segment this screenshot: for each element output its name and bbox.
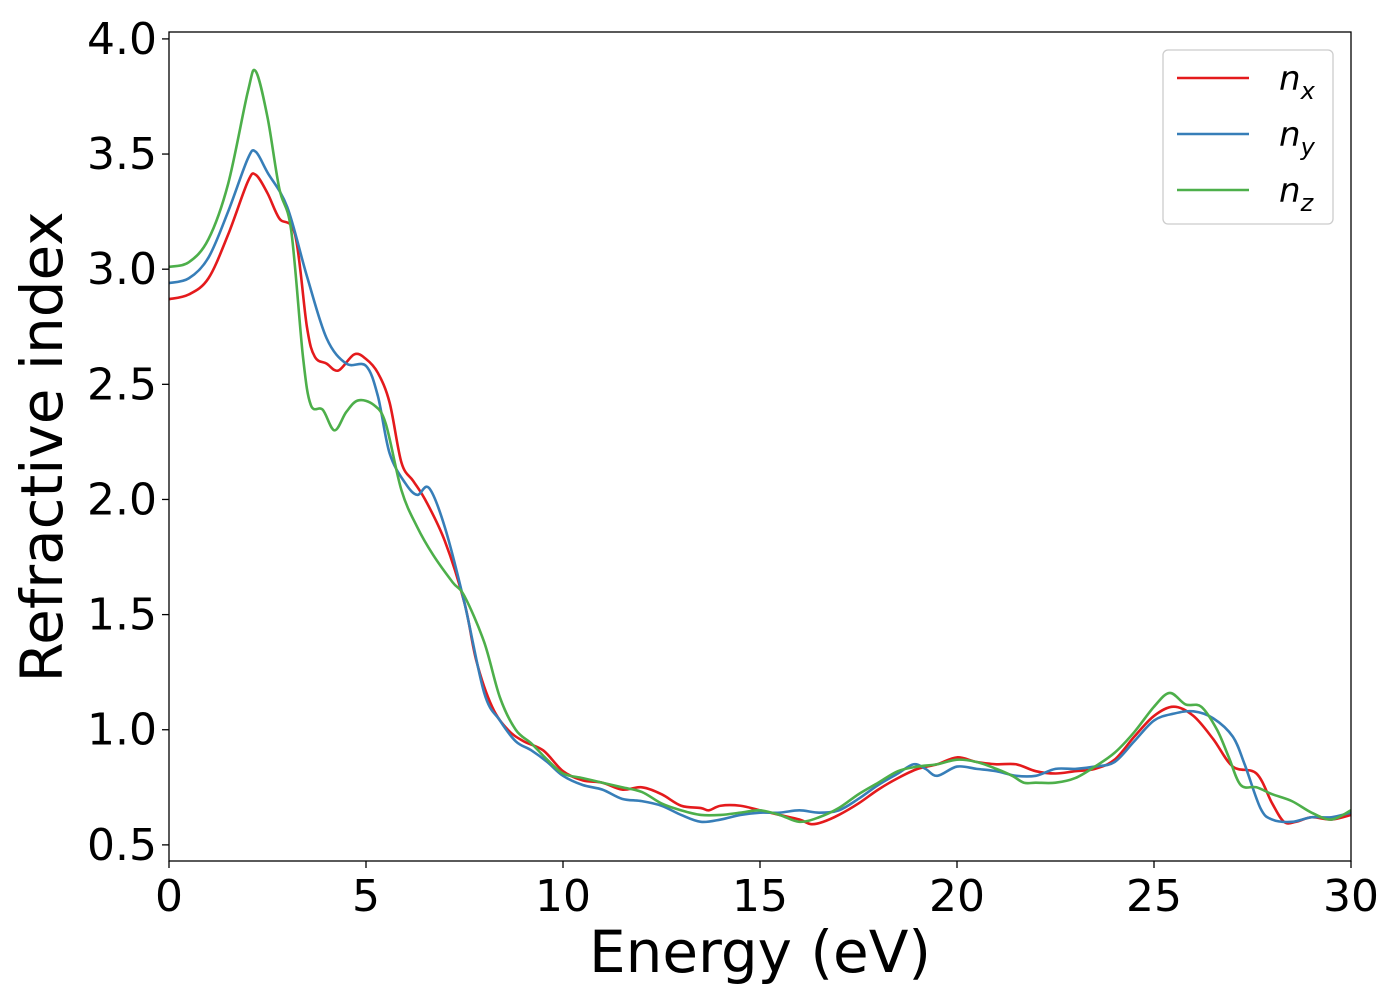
legend-label-nx: nx bbox=[1279, 59, 1316, 105]
y-axis-label: Refractive index bbox=[8, 211, 76, 682]
x-tick-label: 0 bbox=[155, 871, 183, 922]
x-tick-label: 5 bbox=[352, 871, 380, 922]
series-line-ny bbox=[169, 149, 1351, 824]
y-tick-label: 1.0 bbox=[87, 705, 157, 756]
y-tick-label: 2.5 bbox=[87, 359, 157, 410]
plot-area bbox=[169, 68, 1351, 826]
x-axis-label: Energy (eV) bbox=[589, 918, 931, 986]
y-tick-label: 3.5 bbox=[87, 129, 157, 180]
x-tick-label: 30 bbox=[1323, 871, 1379, 922]
legend-label-nz: nz bbox=[1279, 171, 1315, 217]
x-tick-label: 20 bbox=[929, 871, 985, 922]
series-lines bbox=[169, 68, 1351, 826]
x-tick-label: 25 bbox=[1126, 871, 1182, 922]
y-tick-label: 4.0 bbox=[87, 14, 157, 65]
series-line-nx bbox=[169, 172, 1351, 826]
x-tick-label: 15 bbox=[732, 871, 788, 922]
legend-label-ny: ny bbox=[1279, 115, 1316, 161]
y-tick-label: 2.0 bbox=[87, 474, 157, 525]
y-tick-label: 1.5 bbox=[87, 590, 157, 641]
legend-box bbox=[1162, 49, 1334, 225]
axes: 0 5 10 15 20 25 30 0.5 1.0 1.5 2.0 2.5 3.0 3.5 4.0 bbox=[87, 14, 1379, 922]
series-line-nz bbox=[169, 68, 1351, 824]
legend: nx ny nz bbox=[1162, 49, 1334, 225]
x-tick-label: 10 bbox=[535, 871, 591, 922]
y-tick-label: 3.0 bbox=[87, 244, 157, 295]
y-tick-label: 0.5 bbox=[87, 820, 157, 871]
